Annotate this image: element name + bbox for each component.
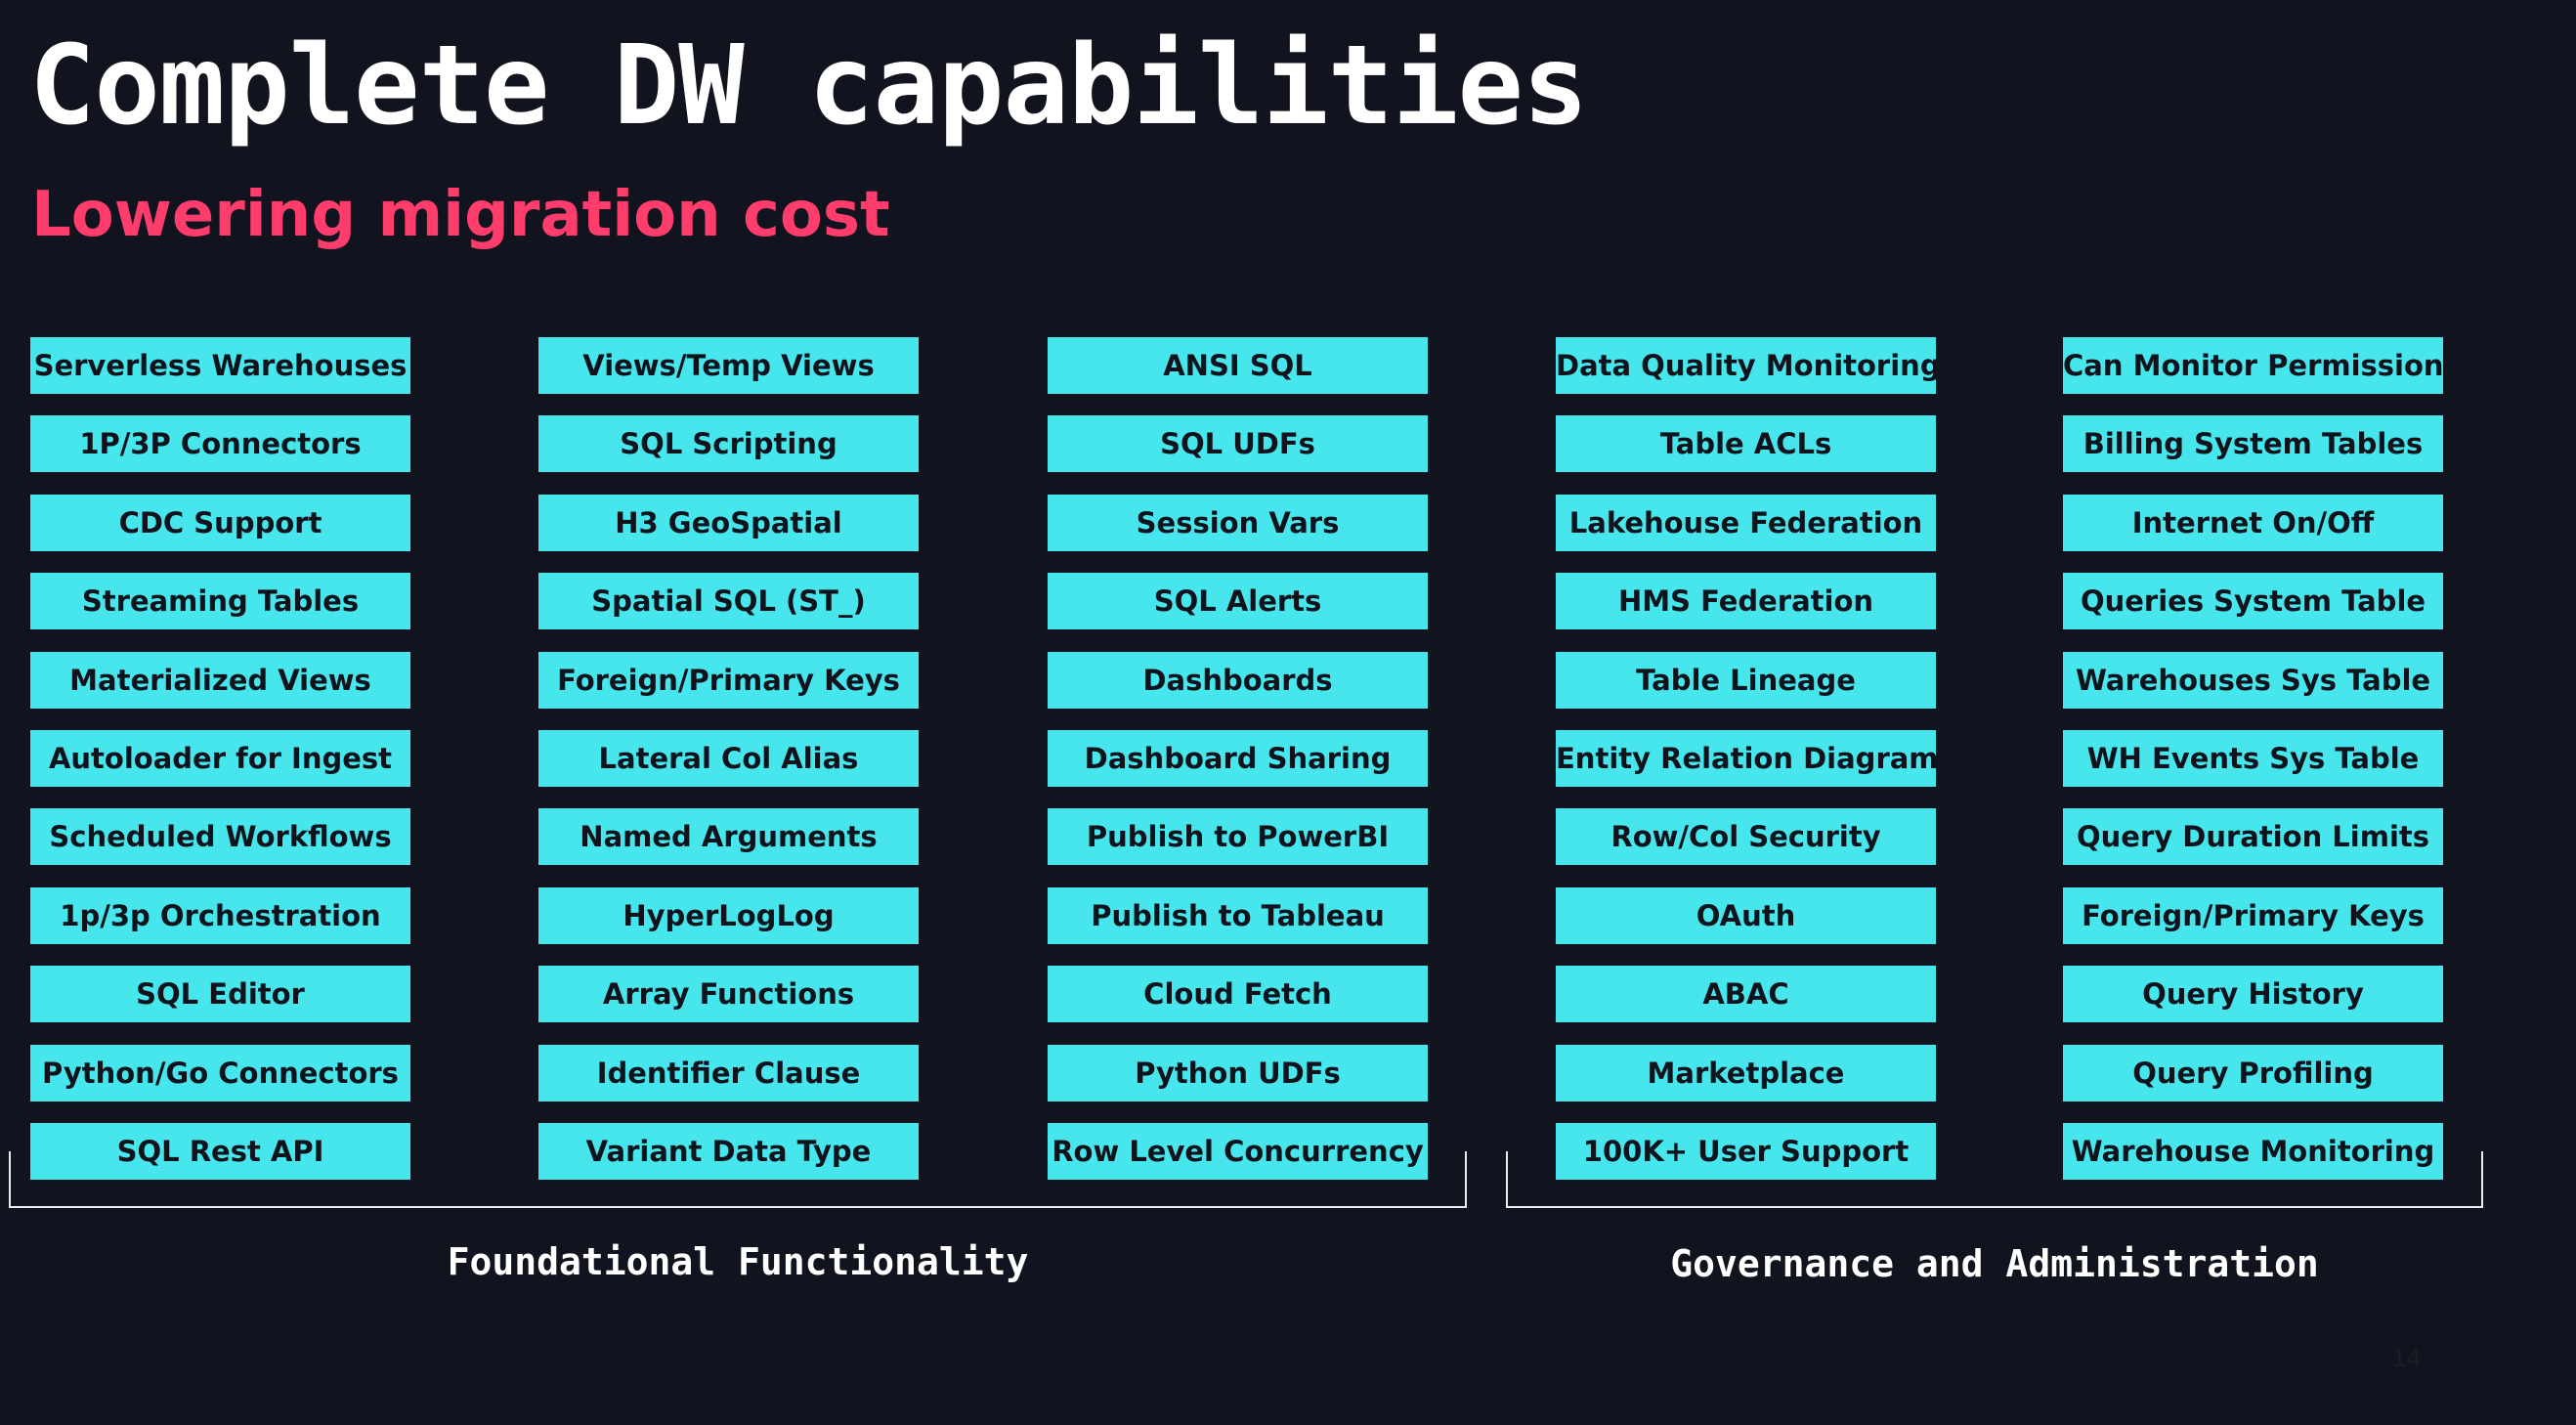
- capability-item: Session Vars: [1048, 494, 1428, 551]
- capability-item: 100K+ User Support: [1556, 1122, 1936, 1180]
- capability-item: Billing System Tables: [2063, 415, 2443, 473]
- capability-item: HMS Federation: [1556, 573, 1936, 630]
- capability-item: Marketplace: [1556, 1044, 1936, 1101]
- capability-item: Python UDFs: [1048, 1044, 1428, 1101]
- capability-item: Table ACLs: [1556, 415, 1936, 473]
- capability-item: Lateral Col Alias: [538, 729, 919, 787]
- capability-item: Row Level Concurrency: [1048, 1122, 1428, 1180]
- capability-item: Query History: [2063, 966, 2443, 1023]
- capability-item: Publish to PowerBI: [1048, 808, 1428, 866]
- foundational-functionality-label: Foundational Functionality: [447, 1240, 1029, 1283]
- capability-item: CDC Support: [30, 494, 410, 551]
- slide-subtitle: Lowering migration cost: [31, 179, 890, 251]
- capability-item: 1P/3P Connectors: [30, 415, 410, 473]
- capability-item: Streaming Tables: [30, 573, 410, 630]
- capability-item: 1p/3p Orchestration: [30, 886, 410, 944]
- capability-item: Autoloader for Ingest: [30, 729, 410, 787]
- governance-bracket: [1506, 1151, 2483, 1208]
- capability-item: Entity Relation Diagram: [1556, 729, 1936, 787]
- capability-item: ABAC: [1556, 966, 1936, 1023]
- capability-item: SQL Scripting: [538, 415, 919, 473]
- capability-item: Publish to Tableau: [1048, 886, 1428, 944]
- capability-item: Python/Go Connectors: [30, 1044, 410, 1101]
- capability-item: Warehouse Monitoring: [2063, 1122, 2443, 1180]
- capability-item: Foreign/Primary Keys: [2063, 886, 2443, 944]
- capability-item: SQL Editor: [30, 966, 410, 1023]
- governance-administration-label: Governance and Administration: [1670, 1242, 2319, 1285]
- capability-item: Spatial SQL (ST_): [538, 573, 919, 630]
- capability-item: OAuth: [1556, 886, 1936, 944]
- capability-item: Warehouses Sys Table: [2063, 651, 2443, 709]
- slide-title: Complete DW capabilities: [29, 22, 1588, 150]
- capability-item: Variant Data Type: [538, 1122, 919, 1180]
- capability-item: SQL Alerts: [1048, 573, 1428, 630]
- capability-item: Internet On/Off: [2063, 494, 2443, 551]
- capability-item: Row/Col Security: [1556, 808, 1936, 866]
- capability-item: Table Lineage: [1556, 651, 1936, 709]
- capability-item: HyperLogLog: [538, 886, 919, 944]
- foundational-bracket: [9, 1151, 1467, 1208]
- capability-item: Lakehouse Federation: [1556, 494, 1936, 551]
- capability-item: Query Duration Limits: [2063, 808, 2443, 866]
- capability-item: SQL UDFs: [1048, 415, 1428, 473]
- capability-column-3: ANSI SQL SQL UDFs Session Vars SQL Alert…: [1048, 337, 1428, 1201]
- capability-item: Dashboards: [1048, 651, 1428, 709]
- capability-item: Serverless Warehouses: [30, 337, 410, 394]
- capability-item: Can Monitor Permissions: [2063, 337, 2443, 394]
- capability-item: Array Functions: [538, 966, 919, 1023]
- capability-item: Scheduled Workflows: [30, 808, 410, 866]
- capability-item: Materialized Views: [30, 651, 410, 709]
- capability-item: WH Events Sys Table: [2063, 729, 2443, 787]
- capability-item: Named Arguments: [538, 808, 919, 866]
- page-number: 14: [2392, 1343, 2421, 1372]
- capability-item: Identifier Clause: [538, 1044, 919, 1101]
- capability-column-5: Can Monitor Permissions Billing System T…: [2063, 337, 2443, 1201]
- capability-item: Query Profiling: [2063, 1044, 2443, 1101]
- capability-column-2: Views/Temp Views SQL Scripting H3 GeoSpa…: [538, 337, 919, 1201]
- capability-item: Data Quality Monitoring: [1556, 337, 1936, 394]
- capability-item: SQL Rest API: [30, 1122, 410, 1180]
- capability-item: Queries System Table: [2063, 573, 2443, 630]
- capability-column-1: Serverless Warehouses 1P/3P Connectors C…: [30, 337, 410, 1201]
- capability-item: H3 GeoSpatial: [538, 494, 919, 551]
- capability-column-4: Data Quality Monitoring Table ACLs Lakeh…: [1556, 337, 1936, 1201]
- capability-item: Dashboard Sharing: [1048, 729, 1428, 787]
- capability-item: Views/Temp Views: [538, 337, 919, 394]
- capability-item: Cloud Fetch: [1048, 966, 1428, 1023]
- capability-item: ANSI SQL: [1048, 337, 1428, 394]
- capability-item: Foreign/Primary Keys: [538, 651, 919, 709]
